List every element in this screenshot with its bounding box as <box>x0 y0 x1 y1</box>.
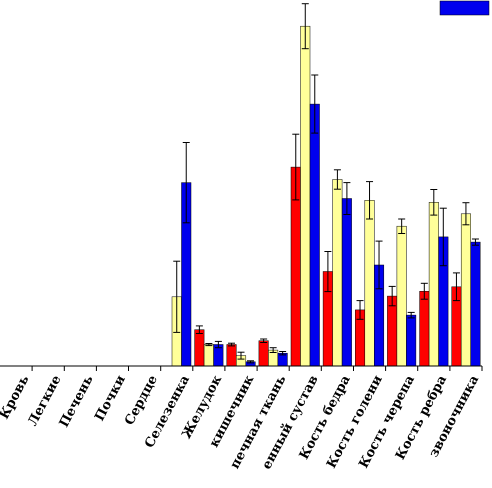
x-ticks-layer <box>31 366 483 371</box>
legend-swatch <box>439 0 490 16</box>
bar <box>194 329 205 367</box>
bar <box>470 241 481 367</box>
bar <box>341 198 352 367</box>
bar <box>396 225 407 367</box>
bar <box>364 200 375 367</box>
bar <box>419 291 430 367</box>
x-tick-label: Кровь <box>0 373 32 422</box>
bar <box>387 295 398 367</box>
bar <box>406 314 417 367</box>
bar <box>258 340 269 367</box>
x-tick-label: Почки <box>92 373 129 424</box>
bar <box>203 344 214 367</box>
bar <box>309 103 320 367</box>
error-bars-layer <box>173 3 479 364</box>
bar <box>428 202 439 367</box>
x-tick-labels-layer: КровьЛегкиеПеченьПочкиСердцеСелезенкаЖел… <box>0 372 482 472</box>
bar <box>300 25 311 367</box>
bar <box>226 344 237 367</box>
bar <box>460 213 471 367</box>
bar <box>332 179 343 367</box>
